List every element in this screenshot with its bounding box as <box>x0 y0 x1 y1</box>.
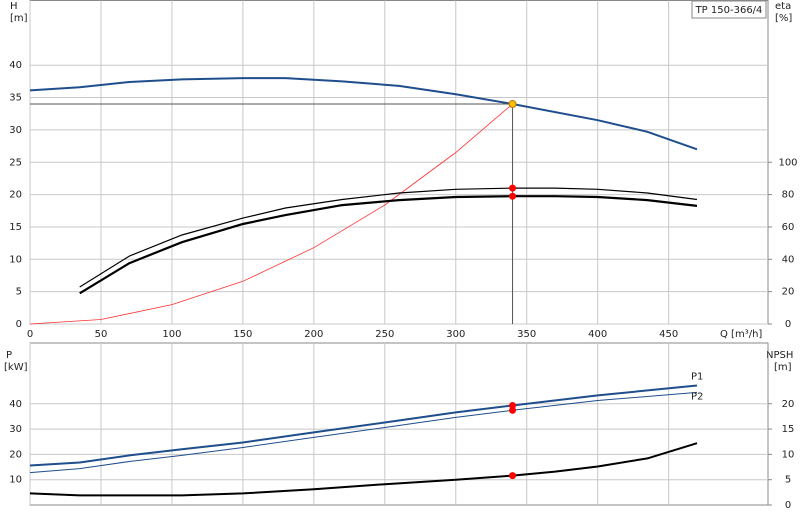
curve-label: P2 <box>691 391 703 402</box>
x-tick-label: 200 <box>304 329 323 340</box>
h-axis-unit: [m] <box>10 13 28 24</box>
x-tick-label: 250 <box>375 329 394 340</box>
npsh-axis-label: NPSH <box>766 350 793 361</box>
duty-point <box>509 472 517 480</box>
eta-axis-label: eta <box>775 1 791 12</box>
h-axis-label: H <box>10 1 18 12</box>
y2-tick-label: 40 <box>782 254 795 265</box>
y2-tick-label: 100 <box>778 157 797 168</box>
x-tick-label: 350 <box>517 329 536 340</box>
duty-point <box>509 406 517 414</box>
y-tick-label: 5 <box>16 287 22 298</box>
duty-point <box>509 402 517 410</box>
y-tick-label: 15 <box>9 222 22 233</box>
x-tick-label: 450 <box>659 329 678 340</box>
x-tick-label: 400 <box>588 329 607 340</box>
y2-tick-label: 15 <box>782 424 795 435</box>
y-tick-label: 40 <box>9 399 22 410</box>
eta-axis-unit: [%] <box>775 13 792 24</box>
y2-tick-label: 60 <box>782 222 795 233</box>
plot-frame <box>29 342 769 506</box>
y-tick-label: 40 <box>9 60 22 71</box>
duty-point <box>508 100 517 109</box>
x-tick-label: 100 <box>162 329 181 340</box>
y-tick-label: 30 <box>9 125 22 136</box>
curve <box>79 195 698 295</box>
y2-tick-label: 10 <box>782 449 795 460</box>
npsh-axis-unit: [m] <box>774 362 792 373</box>
y2-tick-label: 0 <box>785 319 791 330</box>
y2-tick-label: 5 <box>785 475 791 486</box>
curve-label: P1 <box>691 372 703 383</box>
x-tick-label: 150 <box>233 329 252 340</box>
y-tick-label: 20 <box>9 449 22 460</box>
y-tick-label: 25 <box>9 157 22 168</box>
x-tick-label: 300 <box>446 329 465 340</box>
curve <box>29 77 698 151</box>
duty-point <box>509 192 517 200</box>
y-tick-label: 30 <box>9 424 22 435</box>
q-axis-label: Q [m³/h] <box>720 329 762 340</box>
curve <box>29 391 698 474</box>
x-tick-label: 0 <box>27 329 33 340</box>
p-axis-label: P <box>6 350 12 361</box>
y2-tick-label: 0 <box>785 500 791 511</box>
y2-tick-label: 80 <box>782 190 795 201</box>
y-tick-label: 35 <box>9 93 22 104</box>
curve <box>29 103 513 325</box>
chart-title: TP 150-366/4 <box>695 5 763 16</box>
curve <box>29 442 698 497</box>
y-tick-label: 10 <box>9 475 22 486</box>
y2-tick-label: 20 <box>782 287 795 298</box>
y-tick-label: 10 <box>9 254 22 265</box>
y-tick-label: 0 <box>16 319 22 330</box>
x-tick-label: 50 <box>95 329 108 340</box>
curve <box>29 384 698 467</box>
duty-point <box>509 184 517 192</box>
p-axis-unit: [kW] <box>4 362 28 373</box>
y2-tick-label: 20 <box>782 399 795 410</box>
curve <box>79 187 698 288</box>
y-tick-label: 20 <box>9 190 22 201</box>
